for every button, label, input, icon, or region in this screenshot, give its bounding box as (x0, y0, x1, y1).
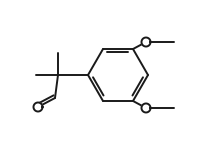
Polygon shape (142, 104, 151, 113)
Polygon shape (34, 102, 42, 111)
Polygon shape (142, 38, 151, 46)
